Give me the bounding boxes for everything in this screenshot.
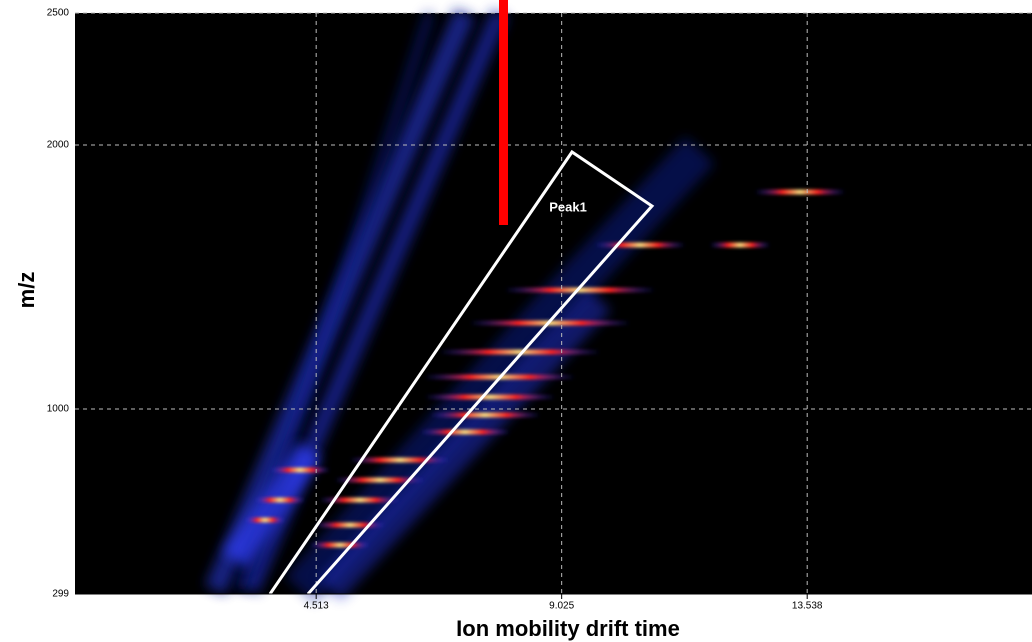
streak — [310, 542, 370, 548]
streak — [425, 394, 555, 400]
y-tick-label: 299 — [52, 589, 69, 600]
streak — [350, 457, 450, 463]
peak-region — [268, 149, 655, 595]
streak — [430, 412, 540, 418]
y-tick-label: 1000 — [47, 404, 70, 415]
x-axis-label: Ion mobility drift time — [456, 616, 680, 641]
y-tick-label: 2500 — [47, 8, 70, 19]
streak — [420, 429, 510, 435]
x-tick-label: 9.025 — [549, 601, 574, 612]
annotation: Peak1 — [549, 199, 587, 214]
x-tick-label: 4.513 — [304, 601, 329, 612]
streak — [335, 477, 425, 483]
streak — [755, 189, 845, 195]
streak — [440, 349, 600, 355]
y-tick-label: 2000 — [47, 140, 70, 151]
streak — [710, 242, 770, 248]
streak — [320, 497, 400, 503]
streak — [270, 467, 330, 473]
streak — [595, 242, 685, 248]
streak — [245, 517, 285, 523]
y-axis-label: m/z — [14, 272, 39, 309]
streak — [315, 522, 385, 528]
streak — [505, 287, 655, 293]
x-tick-label: 13.538 — [792, 601, 823, 612]
streak — [255, 497, 305, 503]
marker-bar — [499, 0, 508, 225]
